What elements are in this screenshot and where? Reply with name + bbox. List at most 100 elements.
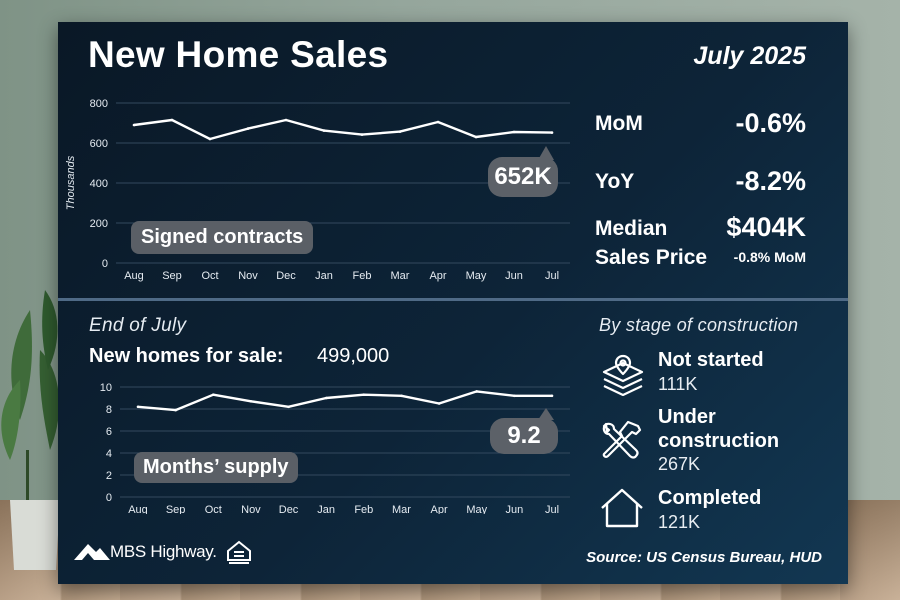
mbs-logo-icon <box>74 544 110 560</box>
homes-for-sale-label: New homes for sale: <box>89 345 284 367</box>
signed-contracts-label: Signed contracts <box>131 221 314 254</box>
signed-contracts-x-tick-label: Apr <box>429 270 446 282</box>
signed-contracts-x-tick-label: Dec <box>276 270 296 282</box>
signed-contracts-data-point <box>474 135 478 139</box>
signed-contracts-data-point <box>132 123 136 127</box>
inventory-period: End of July <box>89 315 187 336</box>
signed-contracts-data-point <box>398 130 402 133</box>
signed-contracts-data-point <box>436 120 440 124</box>
signed-contracts-x-tick-label: Jul <box>545 270 559 282</box>
median-label-line2: Sales Price <box>595 246 708 269</box>
signed-contracts-data-point <box>208 137 212 141</box>
months-supply-y-tick-label: 4 <box>106 448 112 460</box>
months-supply-callout: 9.2 <box>490 418 558 454</box>
signed-contracts-y-tick-label: 0 <box>102 258 108 270</box>
signed-contracts-x-tick-label: Jun <box>505 270 523 282</box>
signed-contracts-data-point <box>284 118 288 122</box>
signed-contracts-y-tick-label: 400 <box>90 178 108 190</box>
months-supply-y-tick-label: 10 <box>100 382 112 394</box>
house-icon <box>601 488 643 528</box>
months-supply-x-tick-label: Aug <box>128 504 148 514</box>
signed-contracts-x-tick-label: Feb <box>353 270 372 282</box>
signed-contracts-x-tick-label: Jan <box>315 270 333 282</box>
months-supply-x-tick-label: Jan <box>317 504 335 514</box>
infographic-panel: New Home Sales July 2025 0 200 400 600 800 Au… <box>58 22 848 584</box>
callout-pointer <box>538 146 554 160</box>
signed-contracts-x-tick-label: Aug <box>124 270 144 282</box>
stage-under-construction-line2: construction <box>658 430 780 452</box>
signed-contracts-y-axis-label: Thousands <box>65 155 77 210</box>
median-label-line1: Median <box>595 217 668 240</box>
months-supply-x-tick-label: Apr <box>431 504 448 514</box>
equal-housing-icon <box>227 540 251 564</box>
months-supply-series-line <box>137 390 552 412</box>
section-divider <box>58 298 848 301</box>
yoy-label: YoY <box>595 170 635 193</box>
median-label: Median Sales Price <box>595 214 707 272</box>
stage-under-construction-value: 267K <box>658 454 701 474</box>
months-supply-x-tick-label: Feb <box>354 504 373 514</box>
months-supply-y-tick-label: 0 <box>106 492 112 504</box>
stage-not-started-value: 111K <box>658 374 698 394</box>
plant-decoration <box>1 290 60 570</box>
months-supply-x-tick-label: May <box>466 504 487 514</box>
median-value: $404K <box>726 212 806 242</box>
signed-contracts-y-tick-label: 600 <box>90 138 108 150</box>
signed-contracts-chart: 0 200 400 600 800 Aug Sep Oct Nov Dec Jan Feb Mar Apr… <box>65 98 570 282</box>
callout-pointer <box>538 408 554 420</box>
signed-contracts-data-point <box>512 130 516 134</box>
signed-contracts-data-point <box>246 127 250 130</box>
signed-contracts-x-tick-label: Nov <box>238 270 258 282</box>
months-supply-data-point <box>362 393 366 396</box>
months-supply-x-tick-label: Oct <box>205 504 222 514</box>
stage-under-construction-name: Under construction <box>658 405 779 453</box>
source-note: Source: US Census Bureau, HUD <box>586 549 822 566</box>
mom-value: -0.6% <box>735 108 806 138</box>
stage-under-construction-line1: Under <box>658 406 716 428</box>
months-supply-x-tick-label: Mar <box>392 504 411 514</box>
months-supply-y-tick-label: 2 <box>106 470 112 482</box>
yoy-value: -8.2% <box>735 166 806 196</box>
signed-contracts-x-tick-label: Sep <box>162 270 182 282</box>
homes-for-sale-value: 499,000 <box>317 345 390 367</box>
signed-contracts-y-tick-label: 800 <box>90 98 108 110</box>
months-supply-x-tick-label: Nov <box>241 504 261 514</box>
signed-contracts-x-tick-label: May <box>466 270 487 282</box>
months-supply-data-point <box>513 394 516 398</box>
months-supply-x-tick-label: Jun <box>505 504 523 514</box>
mom-label: MoM <box>595 112 643 135</box>
months-supply-chart: 0 2 4 6 8 10 Aug Sep Oct Nov Dec Jan Feb Mar Apr May Jun… <box>100 382 570 514</box>
signed-contracts-data-point <box>170 118 174 122</box>
signed-contracts-data-point <box>360 133 364 136</box>
months-supply-data-point <box>174 408 177 412</box>
report-date: July 2025 <box>693 42 806 70</box>
months-supply-data-point <box>249 400 253 403</box>
months-supply-x-tick-label: Jul <box>545 504 559 514</box>
months-supply-data-point <box>437 402 441 405</box>
stage-completed-value: 121K <box>658 512 701 532</box>
months-supply-x-tick-label: Dec <box>279 504 299 514</box>
signed-contracts-data-point <box>322 129 326 132</box>
signed-contracts-y-tick-label: 200 <box>90 218 108 230</box>
signed-contracts-data-point <box>550 131 554 134</box>
months-supply-y-tick-label: 6 <box>106 426 112 438</box>
months-supply-label: Months’ supply <box>134 452 298 483</box>
page-title: New Home Sales <box>88 34 389 75</box>
signed-contracts-callout: 652K <box>488 157 558 197</box>
parcel-location-icon <box>602 354 644 396</box>
months-supply-data-point <box>475 390 479 393</box>
stage-not-started-name: Not started <box>658 349 764 371</box>
months-supply-y-tick-label: 8 <box>106 404 112 416</box>
signed-contracts-series-line <box>133 118 553 141</box>
stage-completed-name: Completed <box>658 487 762 509</box>
months-supply-data-point <box>211 393 215 396</box>
months-supply-data-point <box>400 394 403 398</box>
months-supply-data-point <box>324 396 328 400</box>
months-supply-data-point <box>287 405 290 409</box>
months-supply-data-point <box>550 394 554 398</box>
months-supply-x-tick-label: Sep <box>166 504 186 514</box>
signed-contracts-x-tick-label: Oct <box>201 270 218 282</box>
tools-icon <box>602 420 642 459</box>
median-change: -0.8% MoM <box>733 249 806 265</box>
months-supply-data-point <box>136 405 140 409</box>
